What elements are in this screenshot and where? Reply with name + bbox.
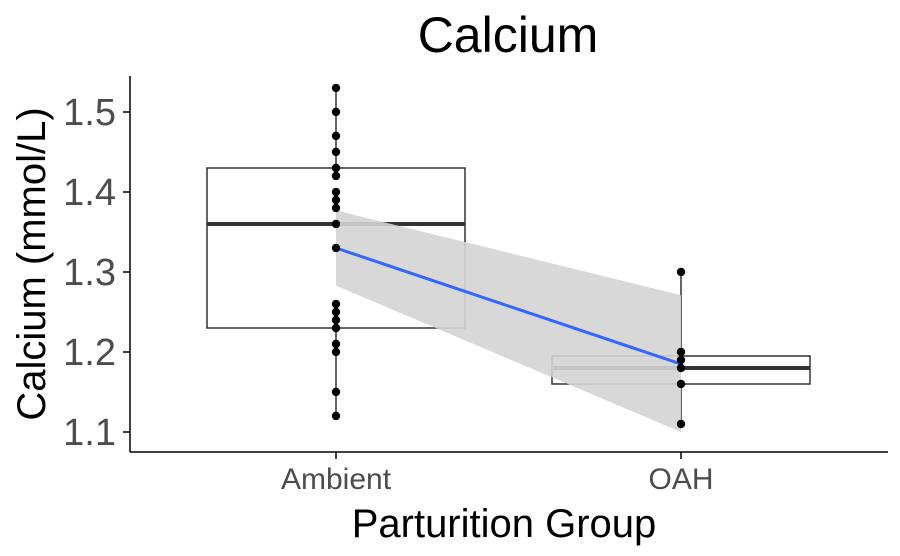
y-tick-label-2: 1.3 <box>63 252 116 294</box>
data-point-ambient-8 <box>331 203 341 213</box>
data-point-ambient-11 <box>331 299 341 309</box>
x-axis-title: Parturition Group <box>352 502 657 546</box>
data-point-ambient-1 <box>331 107 341 117</box>
trend-line <box>335 246 682 366</box>
data-point-ambient-3 <box>331 147 341 157</box>
x-tick-label-oah: OAH <box>648 463 713 496</box>
data-point-ambient-6 <box>331 187 341 197</box>
y-tick-label-0: 1.1 <box>63 412 116 454</box>
data-point-ambient-9 <box>331 219 341 229</box>
data-point-oah-4 <box>676 379 686 389</box>
plot-area: 1.1 1.2 1.3 1.4 1.5 Ambient OAH <box>63 76 888 496</box>
y-tick-label-1: 1.2 <box>63 332 116 374</box>
data-point-oah-1 <box>676 347 686 357</box>
data-point-oah-3 <box>676 363 686 373</box>
data-point-ambient-5 <box>331 171 341 181</box>
data-point-ambient-18 <box>331 411 341 421</box>
data-point-ambient-2 <box>331 131 341 141</box>
data-point-ambient-17 <box>331 387 341 397</box>
y-tick-label-3: 1.4 <box>63 172 116 214</box>
chart-title: Calcium <box>418 7 599 63</box>
data-point-ambient-7 <box>331 195 341 205</box>
data-point-ambient-0 <box>331 83 341 93</box>
data-point-ambient-12 <box>331 307 341 317</box>
data-point-ambient-4 <box>331 163 341 173</box>
data-point-oah-2 <box>676 355 686 365</box>
y-axis-title: Calcium (mmol/L) <box>10 107 54 420</box>
data-point-oah-5 <box>676 419 686 429</box>
data-point-ambient-16 <box>331 347 341 357</box>
x-tick-label-ambient: Ambient <box>281 463 392 496</box>
confidence-band <box>336 210 681 432</box>
y-tick-label-4: 1.5 <box>63 92 116 134</box>
data-point-ambient-14 <box>331 323 341 333</box>
data-point-ambient-10 <box>331 243 341 253</box>
data-point-oah-0 <box>676 267 686 277</box>
data-point-ambient-13 <box>331 315 341 325</box>
data-point-ambient-15 <box>331 339 341 349</box>
